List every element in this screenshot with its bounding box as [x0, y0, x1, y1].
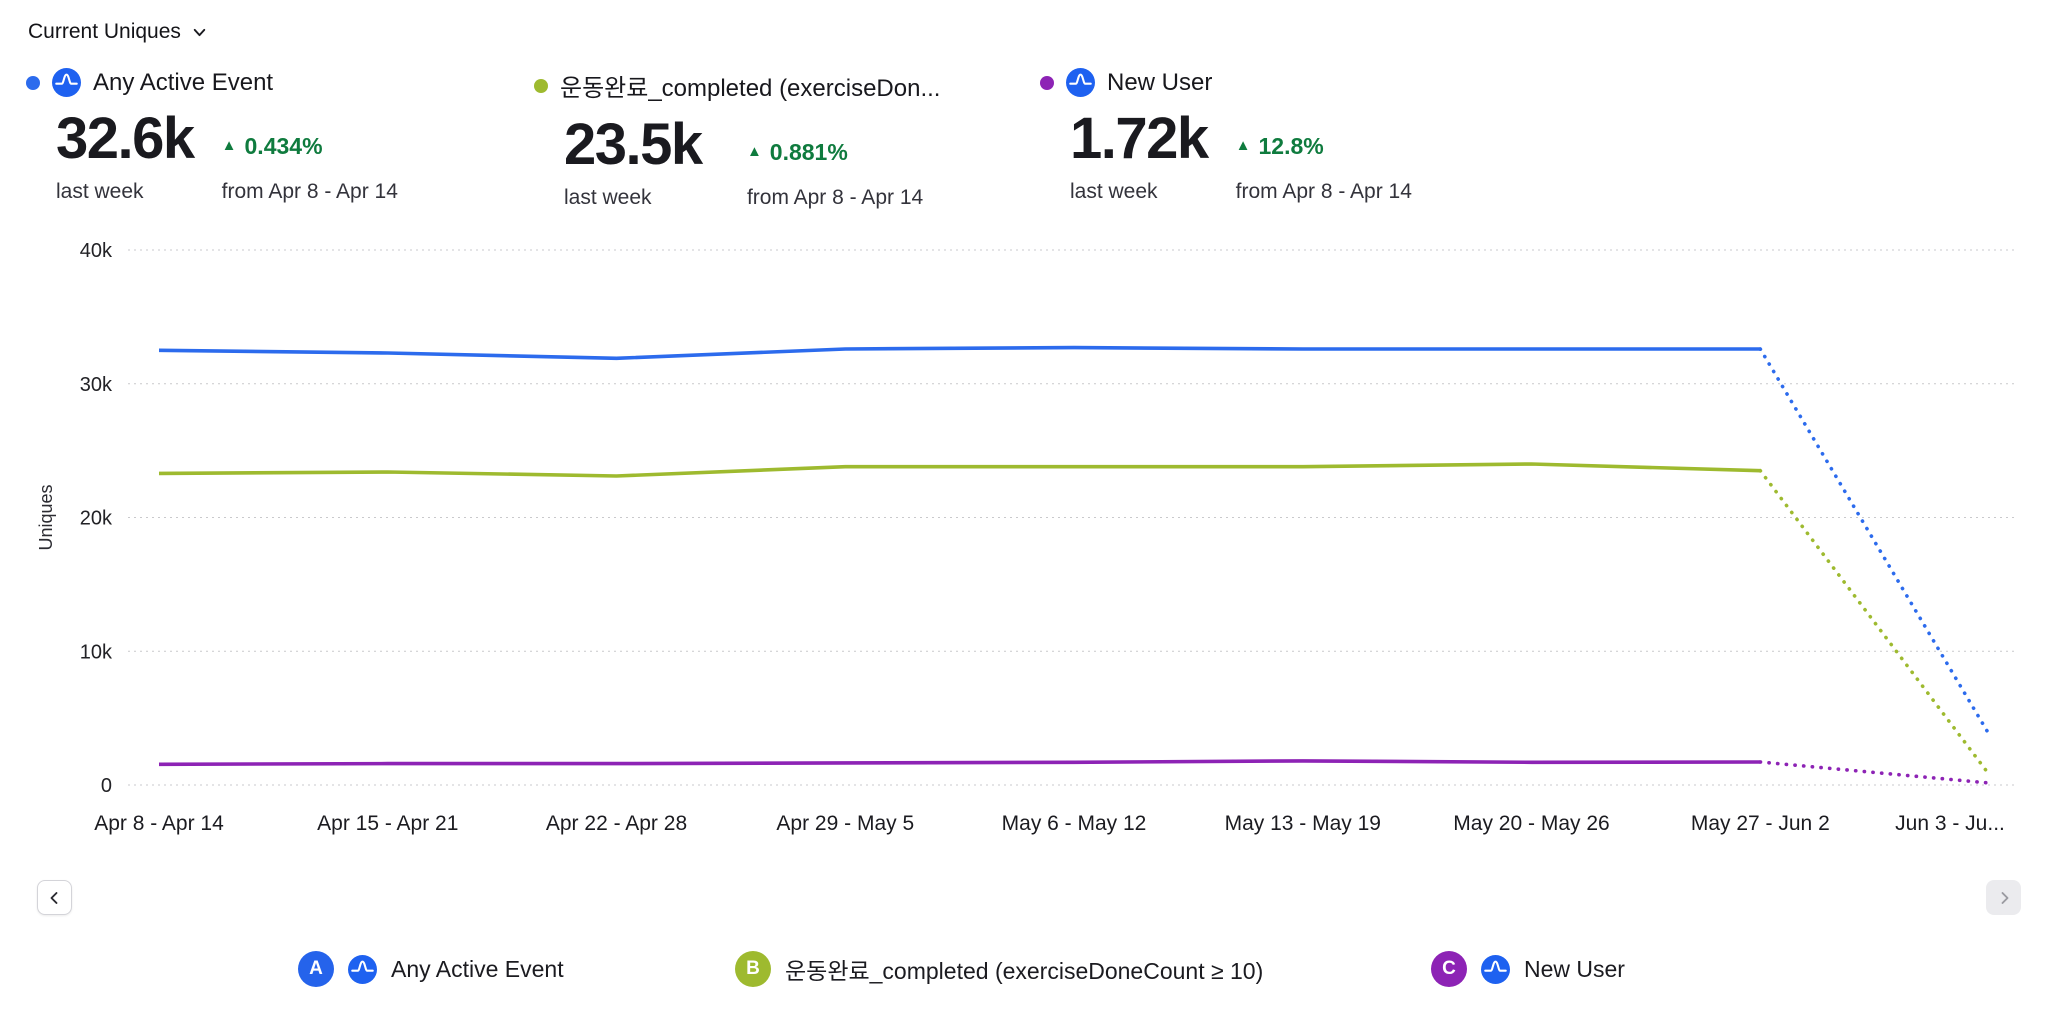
metric-value: 1.72k — [1070, 106, 1209, 171]
metric-value-caption: last week — [1070, 179, 1158, 203]
legend-label: Any Active Event — [391, 955, 564, 982]
svg-text:20k: 20k — [80, 508, 113, 530]
svg-text:Uniques: Uniques — [36, 484, 56, 550]
legend-label: New User — [1524, 955, 1625, 982]
chevron-down-icon — [193, 28, 206, 36]
svg-text:May 27 - Jun 2: May 27 - Jun 2 — [1691, 812, 1830, 835]
metric-delta-caption: from Apr 8 - Apr 14 — [746, 185, 924, 209]
metric-any-active-event: Any Active Event 32.6k ▲ 0.434% last wee… — [26, 68, 398, 204]
metric-label: New User — [1107, 68, 1213, 96]
legend-label: 운동완료_completed (exerciseDoneCount ≥ 10) — [785, 958, 1264, 984]
amplitude-logo-icon — [1066, 68, 1095, 97]
svg-text:May 6 - May 12: May 6 - May 12 — [1002, 812, 1147, 835]
dropdown-label: Current Uniques — [28, 20, 181, 43]
amplitude-logo-icon — [1481, 954, 1510, 984]
metric-value: 32.6k — [56, 106, 195, 171]
metric-delta-caption: from Apr 8 - Apr 14 — [221, 179, 398, 203]
svg-text:Apr 22 - Apr 28: Apr 22 - Apr 28 — [546, 812, 687, 835]
svg-text:Apr 15 - Apr 21: Apr 15 - Apr 21 — [317, 812, 458, 835]
metric-label: Any Active Event — [93, 68, 274, 96]
metric-type-dropdown[interactable]: Current Uniques — [28, 20, 208, 44]
legend-item-c[interactable]: C New User — [1431, 951, 1625, 987]
metric-label: 운동완료_completed (exerciseDon... — [560, 75, 941, 102]
metric-delta: ▲ 0.881% — [747, 139, 941, 166]
svg-text:Apr 29 - May 5: Apr 29 - May 5 — [776, 812, 914, 835]
svg-text:10k: 10k — [80, 641, 113, 663]
metric-value: 23.5k — [564, 112, 703, 177]
svg-text:Apr 8 - Apr 14: Apr 8 - Apr 14 — [94, 812, 224, 835]
svg-text:40k: 40k — [80, 240, 113, 262]
legend-item-a[interactable]: A Any Active Event — [298, 951, 564, 987]
series-badge-b: B — [735, 951, 771, 987]
series-color-dot — [26, 75, 40, 90]
metric-delta-caption: from Apr 8 - Apr 14 — [1235, 179, 1412, 203]
next-page-button[interactable] — [1986, 880, 2021, 915]
metric-value-caption: last week — [56, 179, 144, 203]
svg-text:May 20 - May 26: May 20 - May 26 — [1453, 812, 1609, 835]
delta-up-icon: ▲ — [746, 142, 762, 160]
series-color-dot — [1040, 75, 1054, 90]
chevron-right-icon — [2001, 891, 2008, 904]
delta-value: 12.8% — [1258, 132, 1324, 159]
metric-delta: ▲ 12.8% — [1236, 133, 1412, 160]
metric-body: 1.72k ▲ 12.8% last week from Apr 8 - Apr… — [1040, 106, 1412, 204]
delta-up-icon: ▲ — [221, 136, 237, 154]
svg-text:30k: 30k — [80, 374, 113, 396]
series-color-dot — [534, 78, 548, 93]
metric-value-caption: last week — [564, 185, 652, 209]
metric-header: Any Active Event — [26, 68, 398, 97]
metric-body: 32.6k ▲ 0.434% last week from Apr 8 - Ap… — [26, 106, 398, 204]
metric-header: New User — [1040, 68, 1412, 97]
svg-text:May 13 - May 19: May 13 - May 19 — [1225, 812, 1381, 835]
metric-delta: ▲ 0.434% — [222, 133, 398, 160]
svg-text:0: 0 — [101, 775, 112, 797]
amplitude-logo-icon — [348, 954, 377, 984]
metric-exercise-completed: 운동완료_completed (exerciseDon... 23.5k ▲ 0… — [534, 68, 940, 210]
amplitude-logo-icon — [52, 68, 81, 97]
delta-value: 0.881% — [769, 138, 848, 165]
chevron-left-icon — [50, 891, 57, 904]
metric-header: 운동완료_completed (exerciseDon... — [534, 68, 940, 103]
series-badge-a: A — [298, 951, 334, 987]
legend-item-b[interactable]: B 운동완료_completed (exerciseDoneCount ≥ 10… — [735, 951, 1263, 987]
prev-page-button[interactable] — [37, 880, 72, 915]
metric-new-user: New User 1.72k ▲ 12.8% last week from Ap… — [1040, 68, 1412, 204]
series-badge-c: C — [1431, 951, 1467, 987]
metric-body: 23.5k ▲ 0.881% last week from Apr 8 - Ap… — [534, 112, 941, 210]
delta-up-icon: ▲ — [1235, 136, 1251, 154]
svg-text:Jun 3 - Ju...: Jun 3 - Ju... — [1895, 812, 2005, 835]
delta-value: 0.434% — [244, 132, 323, 159]
uniques-line-chart[interactable]: 0 10k 20k 30k 40k Uniques Apr 8 - Apr 14 Apr 15… — [0, 230, 2048, 850]
